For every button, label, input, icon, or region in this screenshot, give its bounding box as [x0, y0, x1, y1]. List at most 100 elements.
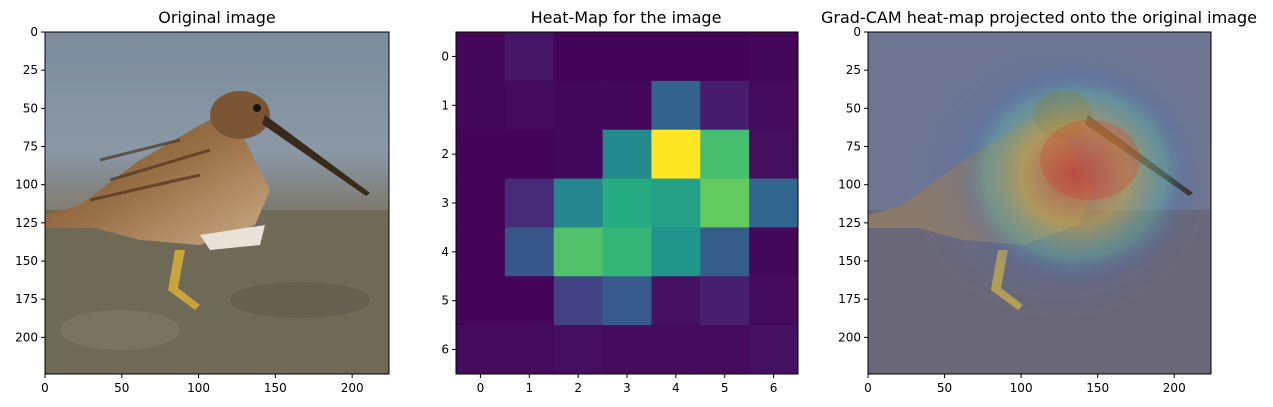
heatmap-cell: [456, 325, 506, 375]
panel1-x-ticks: 0 50 100 150 200: [41, 374, 364, 395]
panel3-x-ticks: 0 50 100 150 200: [864, 374, 1186, 395]
heatmap-cell: [700, 129, 750, 180]
heatmap-cell: [553, 178, 604, 228]
heatmap-cell: [504, 325, 555, 375]
panel3-x-tick-label: 50: [937, 381, 952, 395]
heatmap-cell: [456, 80, 506, 131]
heatmap-cell: [602, 178, 652, 228]
heatmap-cell: [602, 325, 652, 375]
heatmap-cell: [553, 32, 604, 82]
panel2-x-ticks: 0 1 2 3 4 5 6: [477, 374, 778, 395]
panel2-x-tick-label: 3: [623, 381, 631, 395]
heatmap-cell: [700, 32, 750, 82]
heatmap-cell: [602, 227, 652, 277]
heatmap-cell: [651, 325, 701, 375]
panel3-y-tick-label: 200: [838, 330, 861, 344]
panel1-y-ticks: 0 25 50 75 100 125 150 175 200: [15, 25, 45, 344]
heatmap-cell: [651, 32, 701, 82]
panel1-y-tick-label: 100: [15, 178, 38, 192]
panel3-x-tick-label: 200: [1163, 381, 1186, 395]
panel2-x-tick-label: 4: [672, 381, 680, 395]
panel1-x-tick-label: 50: [114, 381, 129, 395]
heatmap-cell: [700, 80, 750, 131]
heatmap-cell: [749, 178, 799, 228]
panel2-y-tick-label: 3: [441, 196, 449, 210]
heatmap-cell: [602, 32, 652, 82]
panel2-y-ticks: 0 1 2 3 4 5 6: [441, 49, 456, 357]
heatmap-cell: [700, 178, 750, 228]
panel2-x-tick-label: 1: [525, 381, 533, 395]
panel2-x-tick-label: 2: [574, 381, 582, 395]
heatmap-cell: [700, 276, 750, 326]
panel3-y-tick-label: 125: [838, 216, 861, 230]
panel3-y-tick-label: 0: [853, 25, 861, 39]
heatmap-cell: [456, 227, 506, 277]
panel1-x-tick-label: 200: [341, 381, 364, 395]
heatmap-cell: [651, 129, 701, 180]
panel3-x-tick-label: 150: [1086, 381, 1109, 395]
panel3-y-ticks: 0 25 50 75 100 125 150 175 200: [838, 25, 868, 344]
panel1-y-tick-label: 25: [23, 63, 38, 77]
heatmap-cell: [504, 276, 555, 326]
panel2-y-tick-label: 5: [441, 294, 449, 308]
heatmap-cell: [651, 80, 701, 131]
panel2-x-tick-label: 0: [477, 381, 485, 395]
panel3-y-tick-label: 25: [846, 63, 861, 77]
panel1-y-tick-label: 150: [15, 254, 38, 268]
panel3-y-tick-label: 100: [838, 178, 861, 192]
panel3-y-tick-label: 175: [838, 292, 861, 306]
heatmap-cell: [504, 227, 555, 277]
panel1-title: Original image: [158, 8, 276, 27]
heatmap-cell: [749, 129, 799, 180]
heatmap-cell: [504, 129, 555, 180]
heatmap-cell: [456, 129, 506, 180]
panel3-x-tick-label: 0: [864, 381, 872, 395]
panel3-x-tick-label: 100: [1010, 381, 1033, 395]
panel2-x-tick-label: 6: [770, 381, 778, 395]
heatmap-cell: [749, 80, 799, 131]
panel1-y-tick-label: 75: [23, 140, 38, 154]
panel2-y-tick-label: 0: [441, 49, 449, 63]
panel2-y-tick-label: 1: [441, 98, 449, 112]
heatmap-cell: [602, 276, 652, 326]
panel1-x-tick-label: 100: [187, 381, 210, 395]
panel1-y-tick-label: 50: [23, 101, 38, 115]
gradcam-overlay-panel: Grad-CAM heat-map projected onto the ori…: [821, 8, 1257, 395]
panel2-title: Heat-Map for the image: [531, 8, 722, 27]
panel1-y-tick-label: 125: [15, 216, 38, 230]
heatmap-cell: [749, 276, 799, 326]
gradcam-overlay-image: [868, 32, 1211, 374]
heatmap-cell: [602, 80, 652, 131]
panel1-x-tick-label: 0: [41, 381, 49, 395]
heatmap-cell: [553, 227, 604, 277]
panel3-y-tick-label: 150: [838, 254, 861, 268]
heatmap-cell: [651, 227, 701, 277]
heatmap-cell: [553, 80, 604, 131]
heatmap-cell: [700, 325, 750, 375]
heatmap-cell: [553, 325, 604, 375]
panel3-title: Grad-CAM heat-map projected onto the ori…: [821, 8, 1257, 27]
panel2-y-tick-label: 2: [441, 147, 449, 161]
heatmap-cell: [553, 276, 604, 326]
bird-photo: [45, 32, 389, 374]
original-image-panel: Original image 0 50 100 150 200 0 25 50 75 100 12…: [15, 8, 390, 395]
heatmap-cell: [553, 129, 604, 180]
heatmap-cell: [700, 227, 750, 277]
heatmap-cell: [749, 32, 799, 82]
heatmap-cell: [602, 129, 652, 180]
heatmap-cell: [651, 276, 701, 326]
panel3-y-tick-label: 75: [846, 140, 861, 154]
heatmap-cell: [749, 227, 799, 277]
heatmap-cell: [456, 276, 506, 326]
panel1-x-tick-label: 150: [264, 381, 287, 395]
panel1-y-tick-label: 0: [30, 25, 38, 39]
panel3-y-tick-label: 50: [846, 101, 861, 115]
heatmap-panel: Heat-Map for the image 0 1 2 3 4 5 6 0 1 2 3 4 5 6: [441, 8, 799, 395]
heatmap-cell: [504, 80, 555, 131]
heatmap-cell: [504, 32, 555, 82]
panel1-y-tick-label: 175: [15, 292, 38, 306]
heatmap-cell: [749, 325, 799, 375]
panel2-y-tick-label: 4: [441, 245, 449, 259]
heatmap-cell: [504, 178, 555, 228]
